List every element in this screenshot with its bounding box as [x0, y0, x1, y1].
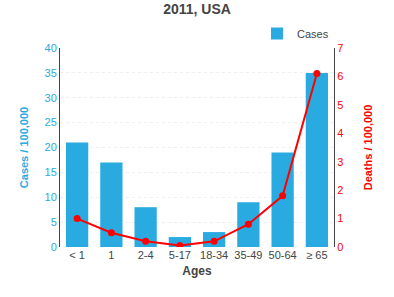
svg-text:20: 20 — [45, 141, 57, 153]
svg-text:3: 3 — [337, 156, 343, 168]
svg-text:35-49: 35-49 — [234, 249, 262, 261]
svg-text:6: 6 — [337, 70, 343, 82]
svg-text:1: 1 — [108, 249, 114, 261]
svg-text:2-4: 2-4 — [138, 249, 154, 261]
svg-text:50-64: 50-64 — [269, 249, 297, 261]
svg-text:10: 10 — [45, 191, 57, 203]
svg-text:25: 25 — [45, 116, 57, 128]
svg-text:0: 0 — [337, 241, 343, 253]
svg-text:1: 1 — [337, 212, 343, 224]
svg-text:< 1: < 1 — [69, 249, 85, 261]
svg-text:Cases / 100,000: Cases / 100,000 — [18, 107, 30, 188]
svg-text:2011, USA: 2011, USA — [163, 1, 231, 17]
svg-text:7: 7 — [337, 42, 343, 54]
svg-text:15: 15 — [45, 166, 57, 178]
svg-text:2: 2 — [337, 184, 343, 196]
svg-text:5: 5 — [337, 99, 343, 111]
svg-text:0: 0 — [51, 241, 57, 253]
svg-text:5-17: 5-17 — [169, 249, 191, 261]
svg-text:30: 30 — [45, 92, 57, 104]
svg-text:5: 5 — [51, 216, 57, 228]
svg-text:18-34: 18-34 — [200, 249, 228, 261]
svg-text:Cases: Cases — [297, 28, 329, 40]
svg-text:4: 4 — [337, 127, 343, 139]
svg-text:Ages: Ages — [182, 264, 212, 278]
svg-text:Deaths / 100,000: Deaths / 100,000 — [362, 105, 374, 191]
svg-text:40: 40 — [45, 42, 57, 54]
svg-text:35: 35 — [45, 67, 57, 79]
svg-text:≥ 65: ≥ 65 — [306, 249, 327, 261]
